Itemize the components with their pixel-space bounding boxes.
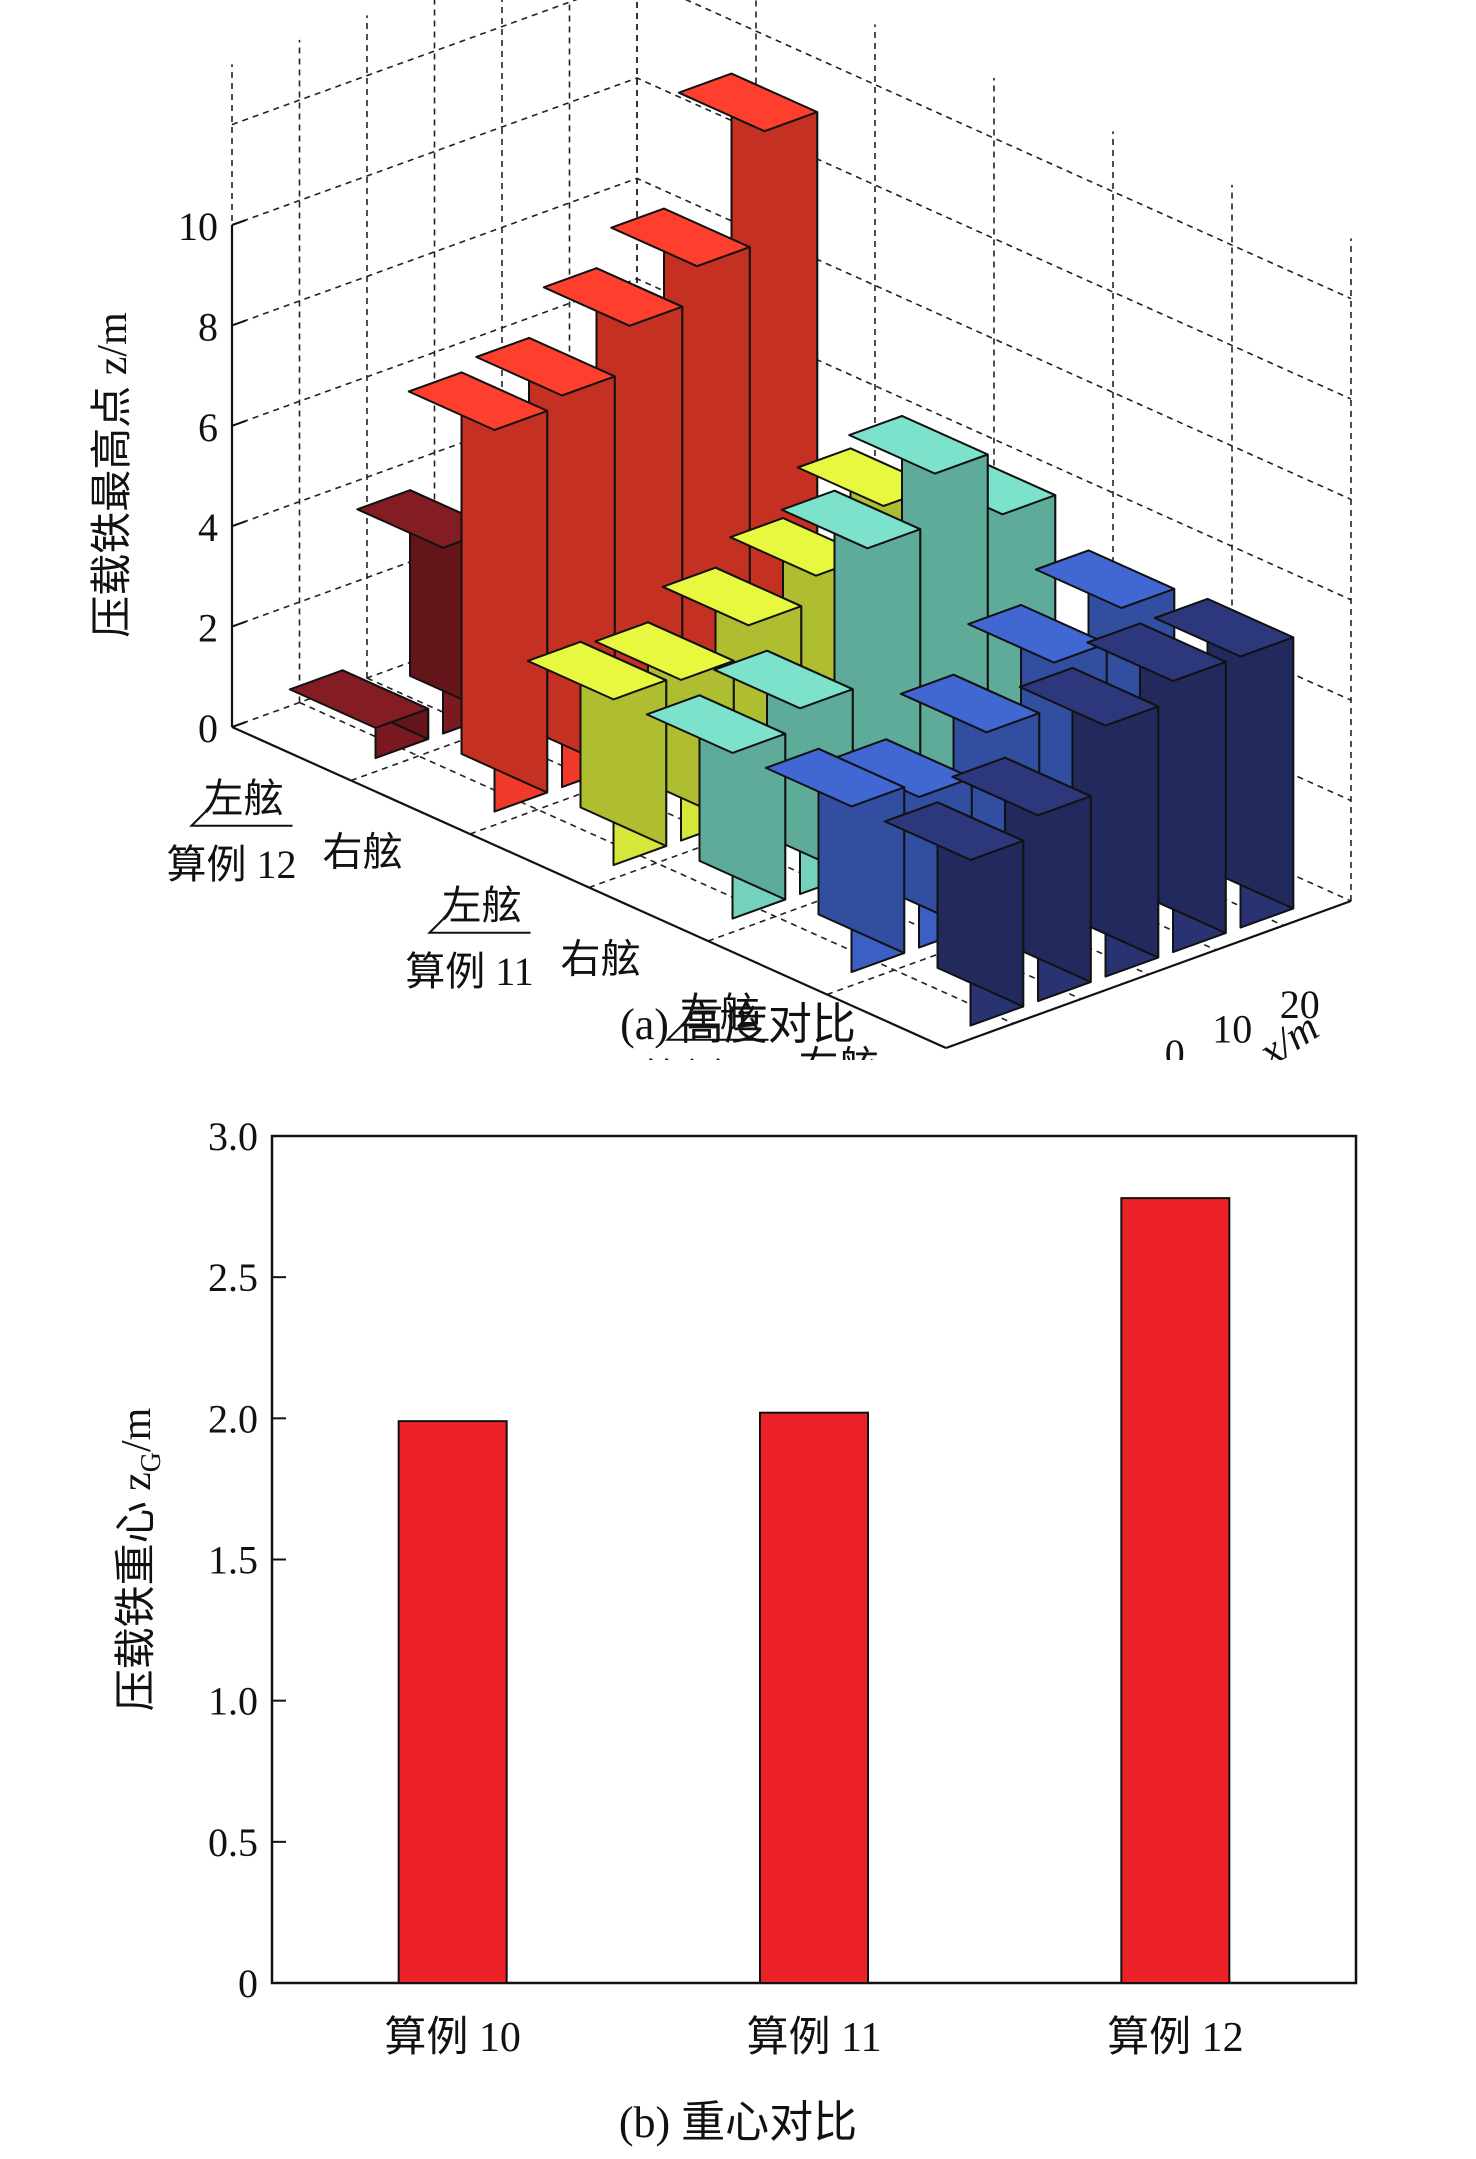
z-tick-label: 6 <box>198 405 218 450</box>
z-tick <box>231 319 247 327</box>
z-tick-label: 2 <box>198 606 218 651</box>
side-label: 左舷 <box>204 776 284 821</box>
side-label: 右舷 <box>799 1043 879 1060</box>
bar-3d <box>764 747 906 974</box>
x-tick-label: 10 <box>1212 1006 1252 1051</box>
z-tick <box>231 219 247 226</box>
y-tick-label: 1.5 <box>208 1538 258 1583</box>
caption-b: (b) 重心对比 <box>618 2098 858 2147</box>
y-tick-label: 0.5 <box>208 1820 258 1865</box>
y-axis-label: 压载铁重心 zG/m <box>114 1407 167 1711</box>
x-tick-label: 算例 12 <box>1107 2015 1244 2061</box>
y-tick-label: 0 <box>238 1961 258 2006</box>
bar <box>397 1420 508 1984</box>
bar-3d <box>645 694 787 920</box>
x-tick-label: 0 <box>1165 1031 1185 1060</box>
bars-b <box>397 1197 1231 1985</box>
z-tick <box>231 620 247 628</box>
group-label: 算例 10 <box>643 1056 773 1060</box>
x-tick-label: −10 <box>1055 1055 1118 1060</box>
grid-line <box>826 846 1233 996</box>
z-tick <box>231 520 247 528</box>
group-label: 算例 11 <box>405 949 534 994</box>
grid-line <box>231 77 1352 400</box>
row-axis <box>231 725 947 1050</box>
bars-3d <box>288 72 1295 1027</box>
bar-3d <box>1086 622 1227 954</box>
bar <box>1120 1197 1231 1984</box>
grid-line <box>350 632 757 782</box>
side-label: 左舷 <box>442 883 522 928</box>
y-tick-label: 2.0 <box>208 1396 258 1441</box>
group-bracket <box>189 811 293 827</box>
x-axis <box>945 899 1352 1050</box>
z-tick <box>231 419 247 427</box>
z-tick <box>231 721 247 728</box>
bar-3d <box>288 669 430 760</box>
bar-3d <box>526 640 668 867</box>
grid-line <box>231 0 1352 300</box>
x-tick-label: 算例 11 <box>747 2015 882 2061</box>
side-label: 右舷 <box>323 829 403 874</box>
y-tick-label: 1.0 <box>208 1679 258 1724</box>
group-label: 算例 12 <box>167 842 297 887</box>
bar-3d <box>1018 666 1160 978</box>
bar-3d <box>883 801 1025 1027</box>
chart-center-of-gravity: 0 0.5 1.0 1.5 2.0 2.5 3.0 算例 10 算例 11 算例 12 压载铁重心 … <box>114 1114 1358 2061</box>
axis-labels-b: 0 0.5 1.0 1.5 2.0 2.5 3.0 算例 10 算例 11 算例 12 压载铁重心 … <box>114 1114 1244 2061</box>
side-label: 右舷 <box>561 936 641 981</box>
group-bracket <box>427 918 531 934</box>
x-tick-label: 算例 10 <box>384 2015 521 2061</box>
z-tick-label: 8 <box>198 304 218 349</box>
bar-3d <box>407 371 549 813</box>
y-tick-label: 3.0 <box>208 1114 258 1159</box>
z-tick-label: 0 <box>198 706 218 751</box>
z-tick-label: 4 <box>198 505 218 550</box>
bar-3d <box>1153 597 1295 929</box>
bar-3d <box>951 756 1092 1003</box>
group-bracket <box>665 1025 769 1041</box>
bar <box>759 1411 869 1985</box>
side-label: 左舷 <box>680 990 760 1035</box>
z-tick-label: 10 <box>178 204 218 249</box>
caption-a: (a) 高度对比 <box>620 1000 856 1049</box>
grid-line <box>469 686 876 835</box>
x-tick-label: 20 <box>1280 982 1320 1027</box>
z-axis-label: 压载铁最高点 z/m <box>90 312 136 638</box>
grid-line <box>588 739 995 889</box>
y-tick-label: 2.5 <box>208 1255 258 1300</box>
grid-line <box>707 793 1114 942</box>
